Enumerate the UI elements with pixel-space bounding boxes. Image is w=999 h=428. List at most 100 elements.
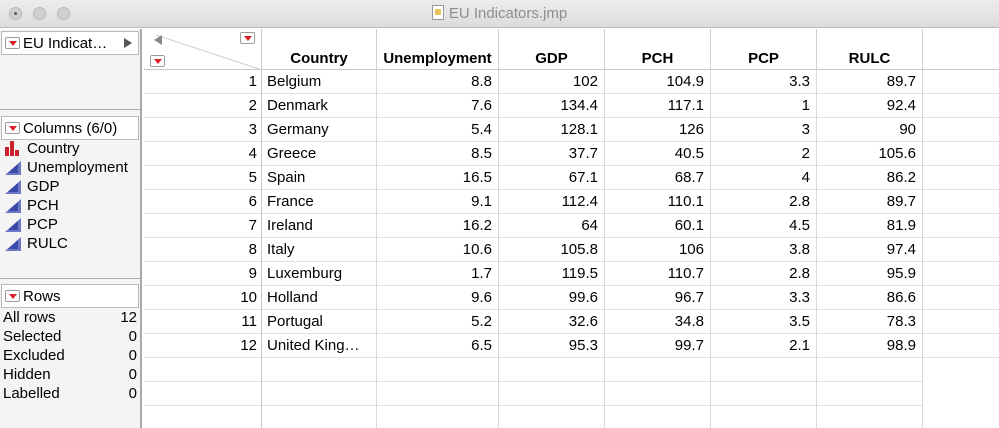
column-header-pcp[interactable]: PCP	[711, 29, 817, 70]
row-number[interactable]: 1	[144, 70, 262, 94]
cell-gdp[interactable]: 99.6	[499, 286, 605, 310]
cell-pcp[interactable]: 3.5	[711, 310, 817, 334]
cell-pch[interactable]: 104.9	[605, 70, 711, 94]
cell-rulc[interactable]: 105.6	[817, 142, 923, 166]
columns-select-red-triangle-icon[interactable]	[240, 32, 255, 44]
run-script-icon[interactable]	[124, 38, 132, 48]
rows-select-red-triangle-icon[interactable]	[150, 55, 165, 67]
table-panel-header[interactable]: EU Indicat…	[1, 31, 139, 55]
cell-unemployment[interactable]: 9.6	[377, 286, 499, 310]
cell-rulc[interactable]: 89.7	[817, 70, 923, 94]
cell-rulc[interactable]: 97.4	[817, 238, 923, 262]
row-number[interactable]: 3	[144, 118, 262, 142]
cell-rulc[interactable]: 81.9	[817, 214, 923, 238]
cell-unemployment[interactable]: 1.7	[377, 262, 499, 286]
cell-pcp[interactable]: 2.1	[711, 334, 817, 358]
cell-unemployment[interactable]: 6.5	[377, 334, 499, 358]
cell-country[interactable]: United King…	[262, 334, 377, 358]
cell-gdp[interactable]: 112.4	[499, 190, 605, 214]
cell-country[interactable]: Denmark	[262, 94, 377, 118]
cell-pcp[interactable]: 4.5	[711, 214, 817, 238]
cell-pcp[interactable]: 4	[711, 166, 817, 190]
cell-pch[interactable]: 110.7	[605, 262, 711, 286]
rows-menu-red-triangle-icon[interactable]	[5, 290, 20, 302]
column-header-unemployment[interactable]: Unemployment	[377, 29, 499, 70]
cell-gdp[interactable]: 67.1	[499, 166, 605, 190]
cell-country[interactable]: Luxemburg	[262, 262, 377, 286]
minimize-window-button[interactable]	[33, 7, 46, 20]
columns-menu-red-triangle-icon[interactable]	[5, 122, 20, 134]
cell-rulc[interactable]: 89.7	[817, 190, 923, 214]
cell-gdp[interactable]: 128.1	[499, 118, 605, 142]
row-number[interactable]: 5	[144, 166, 262, 190]
select-all-rows-left-triangle-icon[interactable]	[154, 35, 162, 45]
column-header-country[interactable]: Country	[262, 29, 377, 70]
cell-pcp[interactable]: 2.8	[711, 262, 817, 286]
cell-unemployment[interactable]: 16.2	[377, 214, 499, 238]
cell-rulc[interactable]: 86.2	[817, 166, 923, 190]
cell-pch[interactable]: 68.7	[605, 166, 711, 190]
row-number[interactable]: 11	[144, 310, 262, 334]
cell-country[interactable]: France	[262, 190, 377, 214]
cell-unemployment[interactable]: 9.1	[377, 190, 499, 214]
cell-pcp[interactable]: 3.3	[711, 70, 817, 94]
column-header-rulc[interactable]: RULC	[817, 29, 923, 70]
zoom-window-button[interactable]	[57, 7, 70, 20]
column-header-gdp[interactable]: GDP	[499, 29, 605, 70]
cell-gdp[interactable]: 102	[499, 70, 605, 94]
cell-pch[interactable]: 40.5	[605, 142, 711, 166]
cell-pch[interactable]: 34.8	[605, 310, 711, 334]
cell-gdp[interactable]: 119.5	[499, 262, 605, 286]
row-number[interactable]: 2	[144, 94, 262, 118]
cell-unemployment[interactable]: 8.5	[377, 142, 499, 166]
cell-rulc[interactable]: 78.3	[817, 310, 923, 334]
column-header-pch[interactable]: PCH	[605, 29, 711, 70]
cell-country[interactable]: Greece	[262, 142, 377, 166]
rows-panel-header[interactable]: Rows	[1, 284, 139, 308]
cell-pch[interactable]: 106	[605, 238, 711, 262]
cell-country[interactable]: Spain	[262, 166, 377, 190]
cell-pch[interactable]: 126	[605, 118, 711, 142]
table-menu-red-triangle-icon[interactable]	[5, 37, 20, 49]
cell-pch[interactable]: 99.7	[605, 334, 711, 358]
cell-pch[interactable]: 110.1	[605, 190, 711, 214]
cell-country[interactable]: Germany	[262, 118, 377, 142]
row-number[interactable]: 4	[144, 142, 262, 166]
cell-unemployment[interactable]: 5.4	[377, 118, 499, 142]
cell-gdp[interactable]: 32.6	[499, 310, 605, 334]
cell-gdp[interactable]: 64	[499, 214, 605, 238]
row-number[interactable]: 9	[144, 262, 262, 286]
row-number[interactable]: 8	[144, 238, 262, 262]
cell-pcp[interactable]: 1	[711, 94, 817, 118]
cell-country[interactable]: Holland	[262, 286, 377, 310]
cell-pcp[interactable]: 2	[711, 142, 817, 166]
cell-unemployment[interactable]: 7.6	[377, 94, 499, 118]
cell-gdp[interactable]: 37.7	[499, 142, 605, 166]
cell-country[interactable]: Ireland	[262, 214, 377, 238]
cell-gdp[interactable]: 95.3	[499, 334, 605, 358]
cell-gdp[interactable]: 105.8	[499, 238, 605, 262]
cell-rulc[interactable]: 95.9	[817, 262, 923, 286]
cell-country[interactable]: Portugal	[262, 310, 377, 334]
cell-country[interactable]: Belgium	[262, 70, 377, 94]
row-number[interactable]: 12	[144, 334, 262, 358]
cell-rulc[interactable]: 86.6	[817, 286, 923, 310]
cell-pch[interactable]: 60.1	[605, 214, 711, 238]
cell-pch[interactable]: 117.1	[605, 94, 711, 118]
cell-pcp[interactable]: 2.8	[711, 190, 817, 214]
cell-country[interactable]: Italy	[262, 238, 377, 262]
cell-pcp[interactable]: 3	[711, 118, 817, 142]
cell-unemployment[interactable]: 5.2	[377, 310, 499, 334]
cell-pch[interactable]: 96.7	[605, 286, 711, 310]
cell-unemployment[interactable]: 10.6	[377, 238, 499, 262]
cell-unemployment[interactable]: 16.5	[377, 166, 499, 190]
cell-unemployment[interactable]: 8.8	[377, 70, 499, 94]
grid-corner[interactable]	[144, 29, 262, 70]
row-number[interactable]: 10	[144, 286, 262, 310]
cell-gdp[interactable]: 134.4	[499, 94, 605, 118]
row-number[interactable]: 7	[144, 214, 262, 238]
cell-rulc[interactable]: 92.4	[817, 94, 923, 118]
columns-panel-header[interactable]: Columns (6/0)	[1, 116, 139, 140]
cell-pcp[interactable]: 3.3	[711, 286, 817, 310]
row-number[interactable]: 6	[144, 190, 262, 214]
